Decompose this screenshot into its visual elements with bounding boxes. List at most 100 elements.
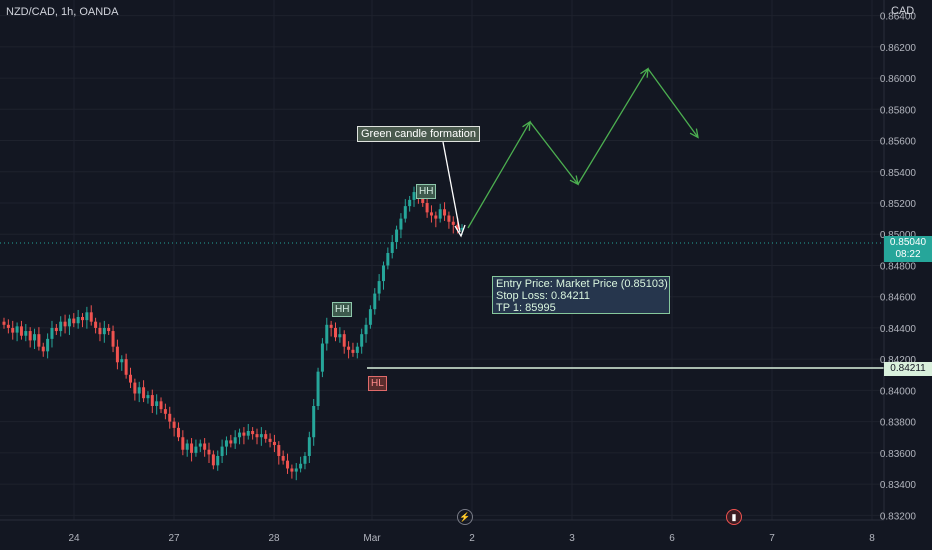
- projection-arrowhead: [689, 128, 699, 139]
- candle-body: [386, 252, 390, 266]
- annotation-arrow-head: [454, 224, 466, 238]
- hl-label[interactable]: HL: [368, 376, 387, 391]
- tp1-text: TP 1: 85995: [496, 302, 556, 314]
- flag-event-icon[interactable]: ▮: [726, 509, 742, 525]
- candle-body: [381, 265, 385, 282]
- time-tick-label: 24: [68, 533, 80, 544]
- projection-arrowhead: [640, 67, 649, 78]
- projection-segment: [647, 68, 699, 138]
- price-tick-label: 0.84600: [880, 293, 917, 304]
- candle-body: [451, 221, 455, 225]
- price-tick-label: 0.86200: [880, 43, 917, 54]
- candle-body: [142, 387, 146, 399]
- lightning-icon[interactable]: ⚡: [457, 509, 473, 525]
- candle-body: [203, 443, 207, 450]
- candle-body: [434, 215, 438, 219]
- candle-body: [272, 441, 276, 446]
- candle-body: [242, 432, 246, 436]
- candle-body: [67, 318, 71, 327]
- candle-body: [429, 212, 433, 216]
- projection-segment: [529, 121, 579, 185]
- hh-label-1[interactable]: HH: [416, 184, 437, 199]
- symbol-label: NZD/CAD, 1h, OANDA: [6, 6, 119, 18]
- candle-body: [390, 242, 394, 253]
- price-tick-label: 0.86400: [880, 12, 917, 23]
- price-tick-label: 0.83200: [880, 511, 917, 522]
- candle-body: [98, 327, 102, 335]
- candle-body: [294, 468, 298, 472]
- candle-body: [299, 463, 303, 469]
- candle-body: [19, 326, 23, 336]
- candle-body: [320, 343, 324, 372]
- trade-info-box[interactable]: Entry Price: Market Price (0.85103) Stop…: [492, 276, 670, 314]
- time-tick-label: 8: [869, 533, 875, 544]
- price-tick-label: 0.84000: [880, 386, 917, 397]
- time-tick-label: 27: [168, 533, 180, 544]
- candle-body: [338, 334, 342, 338]
- price-tick-label: 0.85000: [880, 230, 917, 241]
- candle-body: [137, 387, 141, 394]
- candle-body: [163, 409, 167, 414]
- candle-body: [159, 401, 163, 410]
- stop-loss-text: Stop Loss: 0.84211: [496, 290, 590, 302]
- candle-body: [251, 430, 255, 435]
- green-candle-annotation[interactable]: Green candle formation: [357, 126, 480, 142]
- candle-body: [111, 331, 115, 347]
- candle-body: [176, 427, 180, 438]
- candle-body: [15, 326, 19, 333]
- candle-body: [81, 316, 85, 321]
- candle-body: [342, 334, 346, 347]
- time-tick-label: 2: [469, 533, 475, 544]
- time-tick-label: 28: [268, 533, 280, 544]
- candle-body: [325, 324, 329, 344]
- price-tick-label: 0.83600: [880, 449, 917, 460]
- time-tick-label: 6: [669, 533, 675, 544]
- price-tick-label: 0.85800: [880, 105, 917, 116]
- price-axis: 0.86400 0.86200 0.86000 0.85800 0.85600 0.854…: [880, 12, 917, 523]
- candle-body: [216, 455, 220, 466]
- candle-body: [360, 334, 364, 347]
- candle-body: [259, 434, 263, 438]
- candle-body: [364, 324, 368, 335]
- candle-body: [190, 443, 194, 453]
- candle-body: [54, 327, 58, 332]
- candle-body: [368, 309, 372, 325]
- candle-body: [107, 327, 111, 332]
- candle-body: [351, 349, 355, 353]
- grid-lines: [0, 0, 884, 520]
- stop-line-price-tag: 0.84211: [884, 362, 932, 376]
- candle-body: [33, 334, 37, 341]
- candle-body: [59, 321, 63, 332]
- price-tick-label: 0.85200: [880, 199, 917, 210]
- candle-body: [115, 346, 119, 363]
- candle-body: [425, 203, 429, 213]
- candle-body: [238, 432, 242, 438]
- candle-body: [399, 218, 403, 230]
- candle-body: [264, 434, 268, 439]
- candle-body: [120, 359, 124, 363]
- candle-body: [373, 293, 377, 310]
- hh-label-2[interactable]: HH: [332, 302, 353, 317]
- candle-body: [412, 192, 416, 200]
- candle-body: [24, 331, 28, 336]
- candle-body: [155, 401, 159, 407]
- projection-arrows: [467, 67, 699, 229]
- price-tick-label: 0.83800: [880, 418, 917, 429]
- time-tick-label: Mar: [363, 533, 381, 544]
- candle-body: [255, 434, 259, 438]
- candle-body: [456, 224, 460, 230]
- candle-body: [128, 374, 132, 383]
- candle-body: [76, 316, 80, 324]
- candle-body: [2, 321, 6, 325]
- candle-body: [185, 443, 189, 450]
- candle-body: [290, 468, 294, 472]
- candle-body: [124, 359, 128, 375]
- candle-body: [233, 437, 237, 444]
- current-price-tag: 0.85040 08:22: [884, 236, 932, 262]
- candle-body: [224, 440, 228, 447]
- candle-body: [438, 209, 442, 219]
- candle-body: [168, 413, 172, 422]
- entry-price-text: Entry Price: Market Price (0.85103): [496, 278, 668, 290]
- candle-body: [268, 438, 272, 442]
